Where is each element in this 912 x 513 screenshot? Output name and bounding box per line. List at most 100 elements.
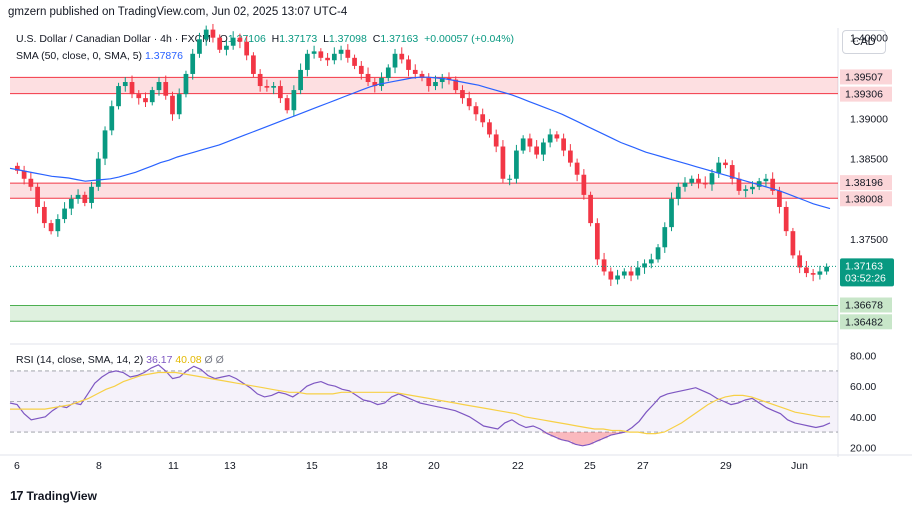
zone-bottom-badge-0 <box>840 86 892 102</box>
candle-body <box>777 190 782 207</box>
candle-body <box>278 86 283 99</box>
candle-body <box>743 189 749 191</box>
price-tick-0: 1.40000 <box>850 33 888 45</box>
high-value: 1.37173 <box>279 33 318 45</box>
candle-body <box>763 178 769 182</box>
candle-body <box>534 146 540 155</box>
candle-body <box>406 59 411 70</box>
candle-body <box>365 73 371 83</box>
time-tick-8: 25 <box>584 460 596 472</box>
candle-body <box>675 186 681 199</box>
candle-body <box>149 90 155 103</box>
candle-body <box>116 86 121 107</box>
rsi-extra-1: Ø <box>204 354 213 366</box>
candle-body <box>318 51 324 58</box>
time-tick-11: Jun <box>791 460 808 472</box>
candle-body <box>561 138 566 151</box>
candle-body <box>102 130 108 159</box>
price-tick-1: 1.39000 <box>850 113 888 125</box>
candle-body <box>797 255 803 268</box>
candle-body <box>183 73 189 95</box>
rsi-extra-2: Ø <box>215 354 224 366</box>
candle-body <box>304 53 310 70</box>
tradingview-logo-icon: 17 <box>10 488 24 503</box>
candle-body <box>203 29 209 40</box>
candle-body <box>15 165 20 171</box>
candle-body <box>554 134 560 139</box>
candle-body <box>399 53 405 60</box>
candle-body <box>824 266 829 272</box>
candle-body <box>810 273 816 275</box>
candle-body <box>453 79 459 91</box>
candle-body <box>493 134 499 147</box>
candle-body <box>352 57 357 66</box>
rsi-ma-line <box>10 371 830 435</box>
candle-body <box>655 247 661 260</box>
currency-button[interactable]: CAD <box>842 30 886 54</box>
zone-bottom-label-0: 1.39306 <box>845 89 883 101</box>
zone-top-badge-2 <box>840 297 892 313</box>
sma-legend: SMA (50, close, 0, SMA, 5) 1.37876 <box>16 50 183 62</box>
candle-body <box>372 82 378 87</box>
candle-body <box>729 165 735 179</box>
candle-body <box>385 67 391 78</box>
candle-body <box>642 263 647 268</box>
candle-body <box>75 194 81 199</box>
rsi-legend: RSI (14, close, SMA, 14, 2) 36.17 40.08 … <box>16 354 224 366</box>
candle-body <box>514 150 519 179</box>
candle-body <box>68 198 74 209</box>
candle-body <box>325 57 330 61</box>
candle-body <box>426 77 432 87</box>
candle-body <box>210 29 216 38</box>
candle-body <box>662 227 668 248</box>
candle-body <box>709 173 715 185</box>
candle-body <box>224 45 229 50</box>
candle-body <box>237 37 243 42</box>
candle-body <box>466 98 472 107</box>
rsi-value: 36.17 <box>146 354 173 366</box>
candle-body <box>473 106 479 115</box>
close-value: 1.37163 <box>380 33 419 45</box>
rsi-tick-2: 40.00 <box>850 412 876 424</box>
candle-body <box>480 114 486 123</box>
zone-top-label-2: 1.36678 <box>845 299 883 311</box>
candle-body <box>163 82 169 96</box>
candle-body <box>95 158 101 187</box>
rsi-tick-0: 80.00 <box>850 351 876 363</box>
time-tick-7: 22 <box>512 460 524 472</box>
candle-body <box>217 37 223 50</box>
candle-body <box>412 69 418 74</box>
time-tick-2: 11 <box>168 460 179 472</box>
candle-body <box>507 178 513 180</box>
candle-body <box>136 94 142 99</box>
zone-resistance-0 <box>10 77 838 94</box>
candle-body <box>190 53 196 74</box>
zone-top-label-1: 1.38196 <box>845 177 883 189</box>
candle-body <box>109 106 115 131</box>
candle-body <box>48 223 54 232</box>
price-tick-3: 1.37500 <box>850 234 888 246</box>
candle-body <box>648 259 654 264</box>
open-label: O <box>219 33 228 45</box>
candle-body <box>756 181 762 187</box>
time-tick-1: 8 <box>96 460 102 472</box>
candle-body <box>804 267 809 274</box>
rsi-ma-value: 40.08 <box>175 354 202 366</box>
price-tick-2: 1.38500 <box>850 154 888 166</box>
tradingview-footer[interactable]: 17 TradingView <box>10 488 97 503</box>
candle-body <box>143 98 148 103</box>
candle-body <box>176 94 182 115</box>
sma-label: SMA (50, close, 0, SMA, 5) <box>16 50 143 62</box>
zone-top-badge-0 <box>840 69 892 85</box>
zone-bottom-label-2: 1.36482 <box>845 316 883 328</box>
candle-body <box>338 49 344 54</box>
symbol-title: U.S. Dollar / Canadian Dollar · 4h · FXC… <box>16 33 211 45</box>
candle-body <box>547 134 553 143</box>
candle-body <box>251 55 256 74</box>
zone-top-badge-1 <box>840 175 892 191</box>
candle-body <box>817 271 823 275</box>
candle-body <box>750 186 755 190</box>
candle-body <box>291 90 297 111</box>
candle-body <box>460 90 465 99</box>
